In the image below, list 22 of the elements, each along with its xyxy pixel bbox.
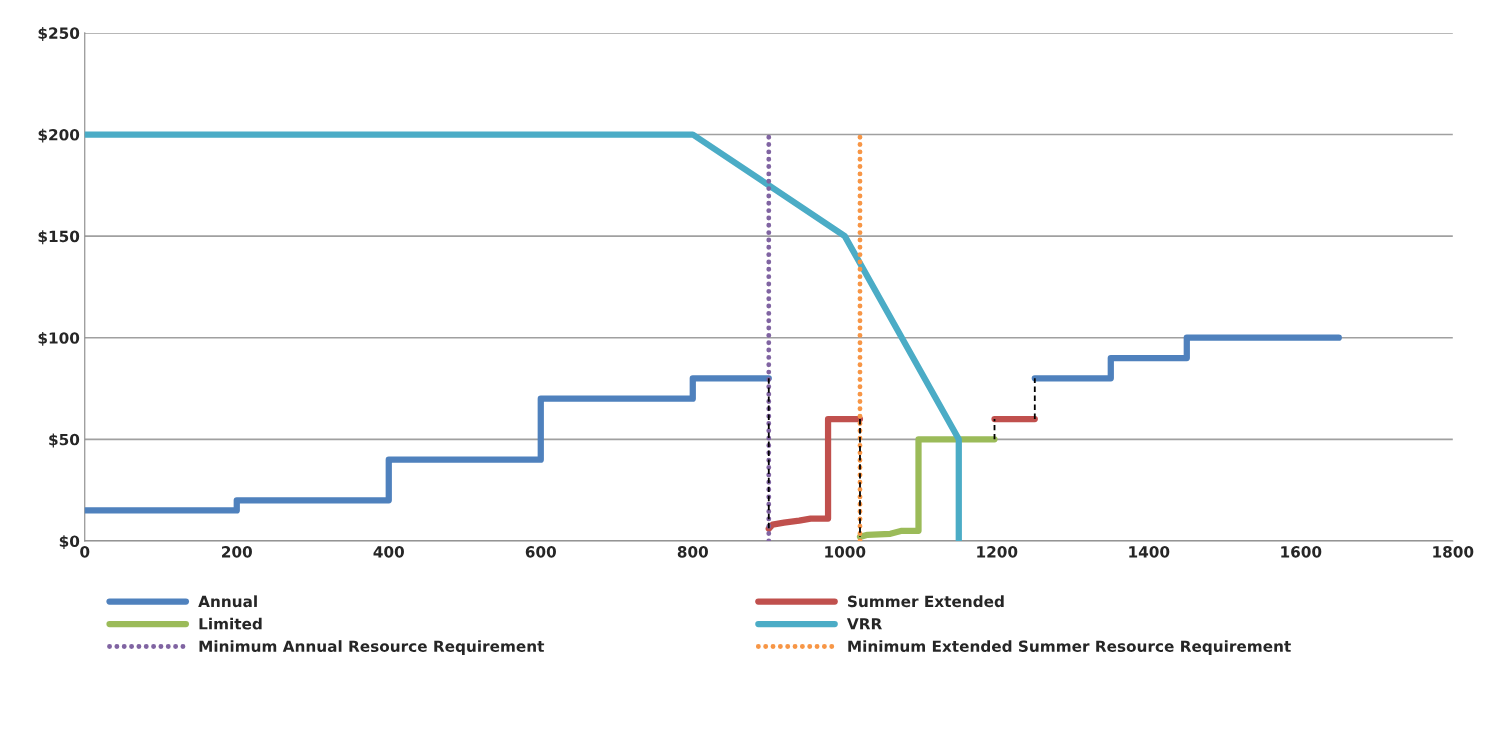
x-tick-label: 200: [222, 546, 252, 558]
legend-label: VRR: [847, 618, 882, 630]
legend-label: Limited: [199, 617, 262, 630]
x-tick-label: 400: [373, 546, 404, 558]
y-tick-label: $0: [59, 535, 80, 549]
legend-label: Summer Extended: [848, 595, 1004, 608]
x-tick-label: 600: [525, 546, 556, 558]
x-tick-label: 0: [80, 546, 90, 558]
legend-label: Minimum Annual Resource Requirement: [199, 640, 545, 655]
x-tick-label: 800: [677, 546, 708, 558]
x-tick-label: 1200: [977, 546, 1018, 558]
x-tick-label: 1400: [1129, 546, 1170, 558]
y-tick-label: $100: [38, 331, 80, 346]
y-tick-label: $150: [38, 230, 80, 245]
x-tick-label: 1000: [825, 546, 866, 558]
y-tick-label: $50: [49, 433, 80, 448]
x-tick-label: 1800: [1433, 546, 1474, 558]
y-tick-label: $200: [38, 128, 80, 143]
legend-label: Annual: [198, 595, 257, 608]
y-tick-label: $250: [38, 27, 80, 41]
legend-label: Minimum Extended Summer Resource Requirement: [848, 640, 1291, 655]
x-tick-label: 1600: [1281, 546, 1322, 558]
